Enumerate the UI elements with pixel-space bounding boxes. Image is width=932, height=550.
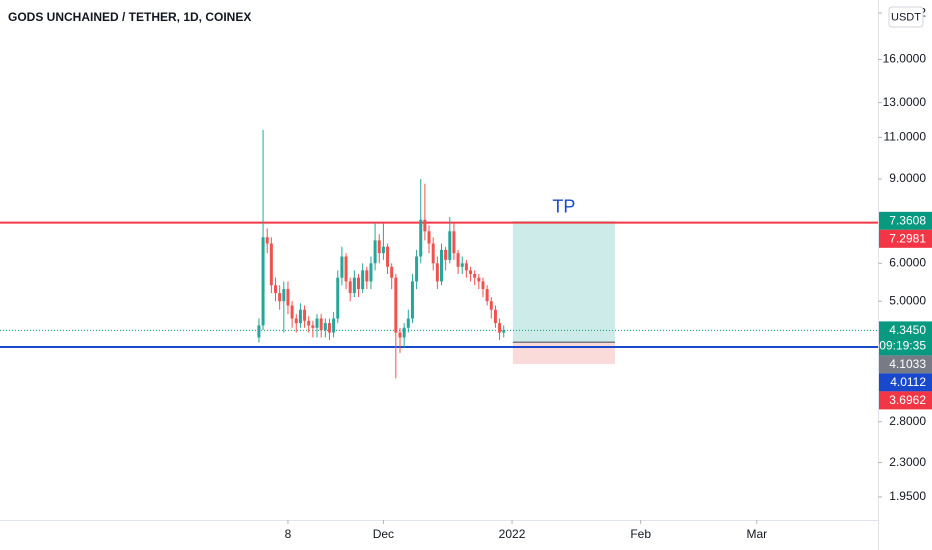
candle-body — [315, 318, 319, 328]
candle-body — [381, 246, 385, 254]
candle-body — [444, 249, 448, 260]
candle-body — [265, 237, 269, 244]
candle-body — [464, 263, 468, 271]
candle-body — [419, 219, 423, 257]
candle-body — [460, 263, 464, 267]
price-label-box — [879, 391, 932, 410]
candle-body — [439, 249, 443, 282]
candle-body — [386, 246, 390, 267]
candle-body — [498, 323, 502, 333]
x-tick-label: 2022 — [499, 527, 526, 541]
candle-body — [473, 273, 477, 278]
candle-body — [269, 243, 273, 286]
candle-body — [274, 285, 278, 294]
candle-body — [456, 253, 460, 267]
currency-box[interactable] — [888, 6, 924, 28]
y-tick-label: 1.9500 — [889, 489, 926, 503]
plot-area: TP — [0, 129, 878, 379]
candle-body — [365, 270, 369, 282]
candle-body — [336, 277, 340, 319]
candle-body — [369, 263, 373, 282]
price-label: 4.3450 — [889, 323, 926, 337]
candle-body — [344, 256, 348, 282]
candle-body — [423, 219, 427, 232]
candle-body — [394, 277, 398, 333]
x-tick-label: 8 — [285, 527, 292, 541]
candle-body — [319, 318, 323, 331]
price-label: 4.0112 — [890, 375, 926, 389]
candle-body — [452, 231, 456, 254]
candle-body — [489, 301, 493, 310]
candle-body — [448, 231, 452, 260]
candle-body — [477, 277, 481, 282]
candle-body — [303, 309, 307, 321]
price-label: 7.2981 — [889, 232, 926, 246]
y-tick-label: 6.0000 — [889, 255, 926, 269]
candle-body — [282, 289, 286, 302]
candle-body — [502, 330, 506, 333]
candle-body — [294, 318, 298, 324]
y-tick-label: 2.8000 — [889, 414, 926, 428]
candle-body — [278, 293, 282, 302]
y-tick-label: 16.0000 — [883, 52, 927, 66]
price-label-box — [879, 229, 932, 248]
candle-body — [390, 266, 394, 278]
x-tick-label: Mar — [747, 527, 768, 541]
candle-body — [286, 289, 290, 306]
candle-body — [348, 281, 352, 294]
countdown: 09:19:35 — [879, 339, 926, 353]
price-label: 7.3608 — [889, 214, 926, 228]
y-tick-label: 13.0000 — [883, 95, 927, 109]
candle-body — [406, 318, 410, 328]
candle-body — [402, 327, 406, 338]
axes: 1.9500 2.3000 2.8000 5.0000 6.0000 9.0000 11.0… — [285, 5, 932, 541]
target-zone — [512, 220, 615, 343]
candle-body — [427, 231, 431, 244]
x-tick-label: Feb — [630, 527, 651, 541]
candle-body — [307, 320, 311, 326]
currency[interactable]: USDT — [891, 11, 921, 23]
candle-body — [361, 270, 365, 290]
candle-body — [357, 277, 361, 290]
candle-body — [373, 240, 377, 264]
candle-body — [377, 240, 381, 254]
candle-body — [257, 325, 261, 338]
candle-body — [298, 309, 302, 324]
candle-body — [340, 256, 344, 278]
y-tick-label: 5.0000 — [889, 293, 926, 307]
candle-body — [481, 281, 485, 290]
candle-body — [290, 305, 294, 319]
candle-body — [469, 270, 473, 274]
price-label-box — [879, 321, 932, 356]
candle-body — [435, 263, 439, 282]
candle-body — [415, 256, 419, 282]
y-tick-label: 11.0000 — [884, 130, 927, 144]
price-label-box — [879, 373, 932, 392]
price-label: 3.6962 — [889, 393, 926, 407]
y-tick-label: 9.0000 — [889, 171, 926, 185]
candle-body — [332, 318, 336, 333]
candle-body — [327, 323, 331, 333]
candle-body — [323, 323, 327, 331]
candle-body — [352, 277, 356, 294]
chart-title: GODS UNCHAINED / TETHER, 1D, COINEX — [8, 10, 251, 24]
candle-body — [410, 281, 414, 319]
candle-body — [431, 243, 435, 264]
candle-body — [398, 332, 402, 338]
y-tick-label: 2.3000 — [889, 455, 926, 469]
position-label: TP — [552, 197, 575, 217]
candle-body — [311, 325, 315, 328]
price-label-box — [879, 355, 932, 374]
candle-body — [493, 309, 497, 324]
price-label-box — [879, 211, 932, 230]
candle-body — [261, 237, 265, 326]
candle-body — [485, 289, 489, 302]
price-label: 4.1033 — [889, 357, 926, 371]
x-tick-label: Dec — [373, 527, 394, 541]
stop-zone — [512, 342, 615, 365]
